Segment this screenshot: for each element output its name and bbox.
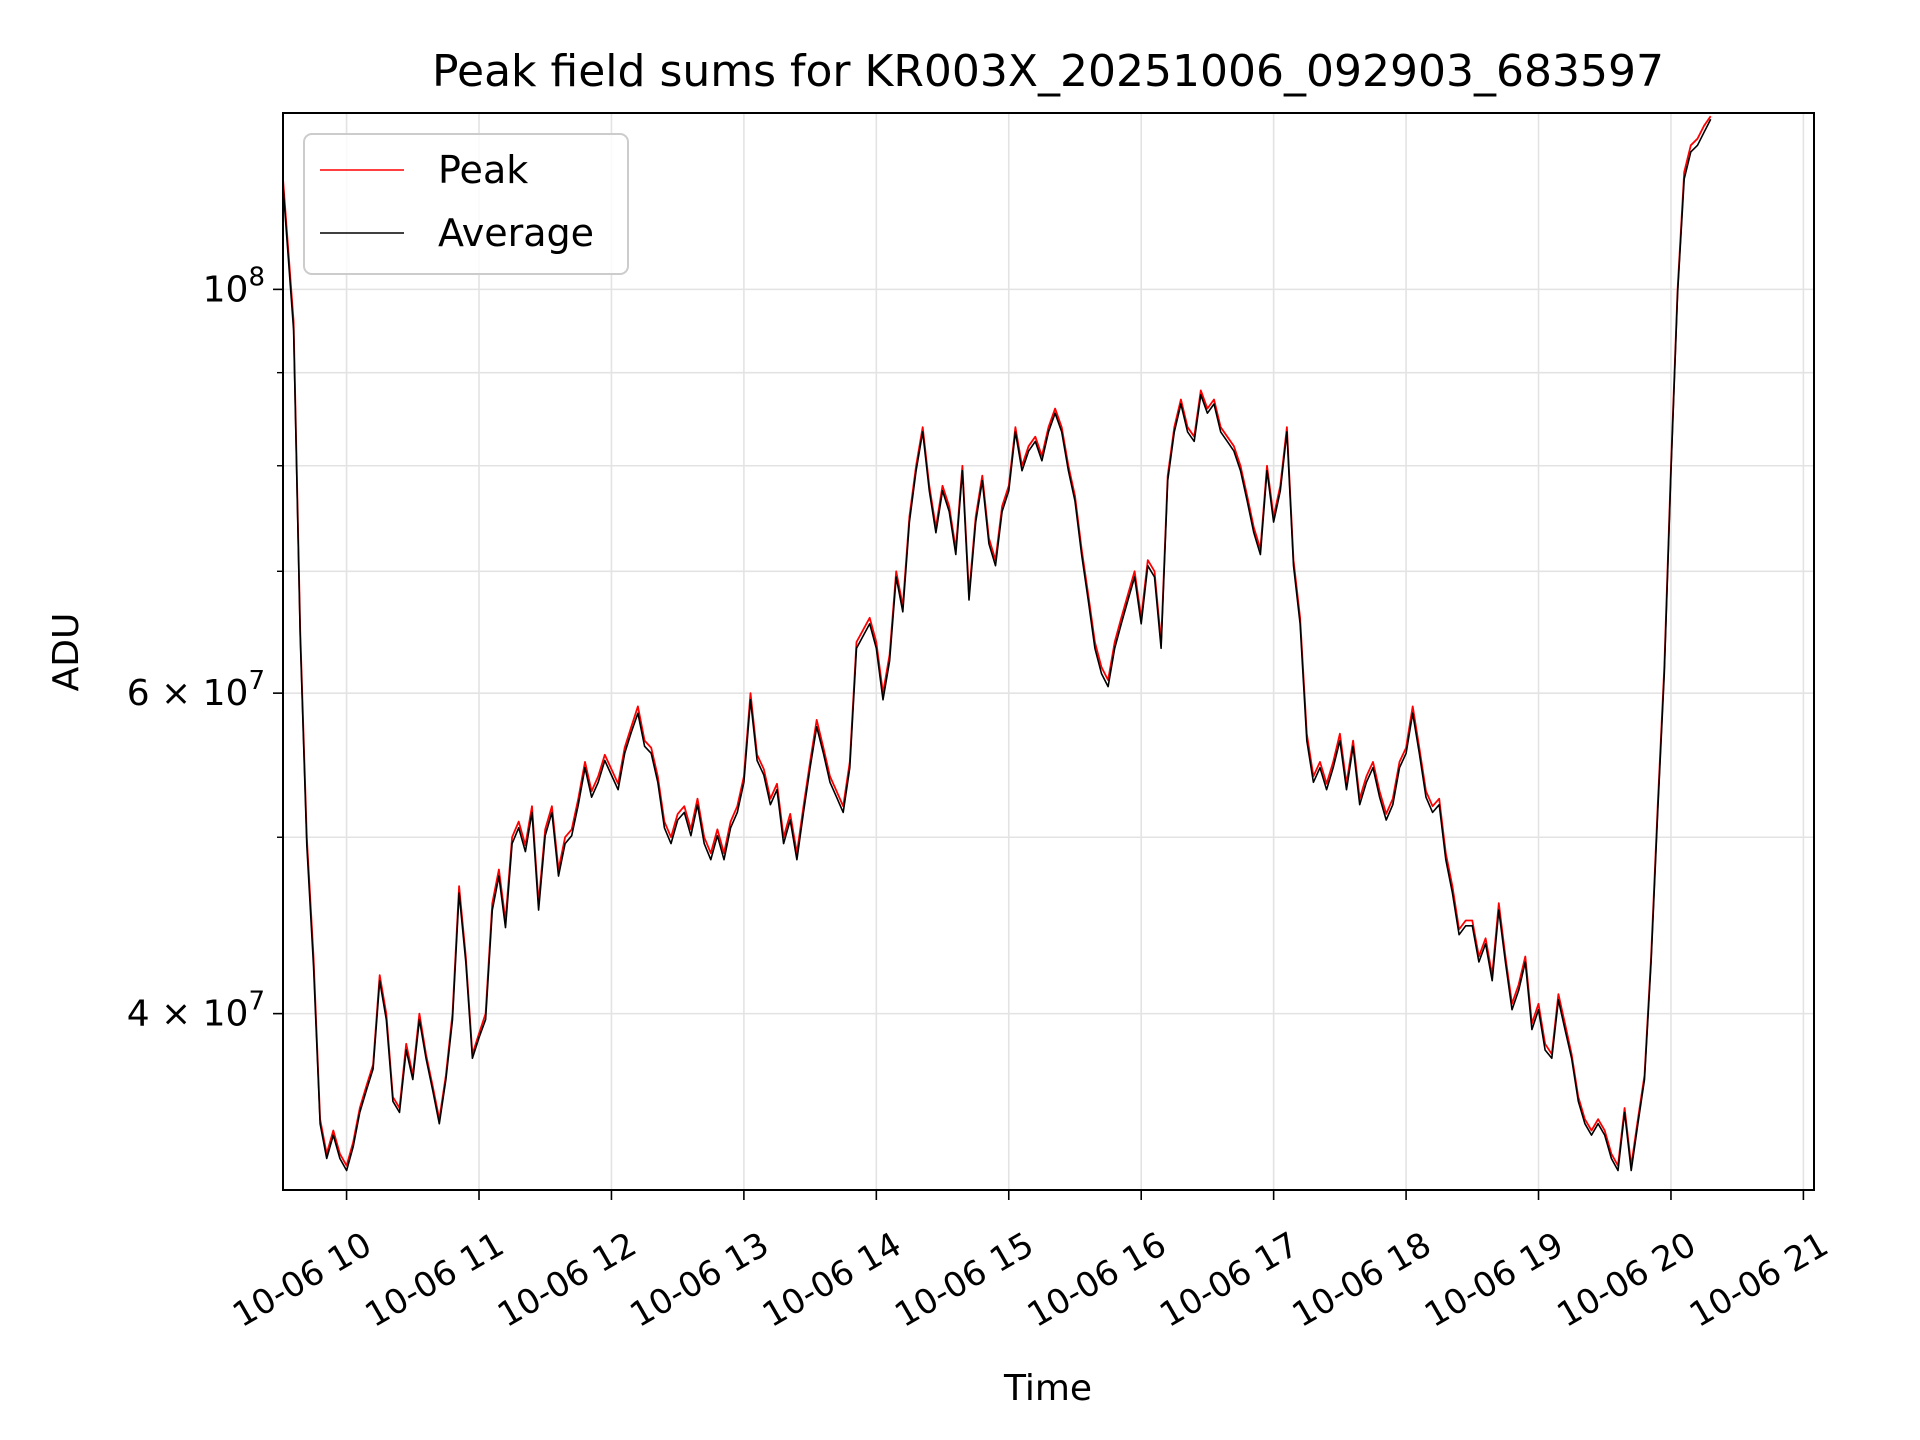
chart-title: Peak field sums for KR003X_20251006_0929… — [432, 46, 1664, 97]
y-gridlines — [283, 288, 1814, 1015]
series-layer — [282, 115, 1712, 1172]
legend: Peak Average — [303, 133, 629, 275]
series-line-average — [282, 118, 1712, 1172]
y-tick-label: 108 — [203, 262, 265, 310]
legend-label-average: Average — [438, 211, 594, 255]
y-axis-label: ADU — [46, 613, 87, 692]
legend-label-peak: Peak — [438, 148, 528, 192]
x-axis-label: Time — [1003, 1368, 1092, 1409]
plot-frame — [282, 112, 1815, 1191]
legend-box — [303, 133, 629, 275]
y-tick-label: 4 × 107 — [127, 987, 265, 1035]
y-tick-label: 6 × 107 — [127, 666, 265, 714]
y-ticks: 4 × 107 6 × 107 108 — [127, 262, 283, 1035]
